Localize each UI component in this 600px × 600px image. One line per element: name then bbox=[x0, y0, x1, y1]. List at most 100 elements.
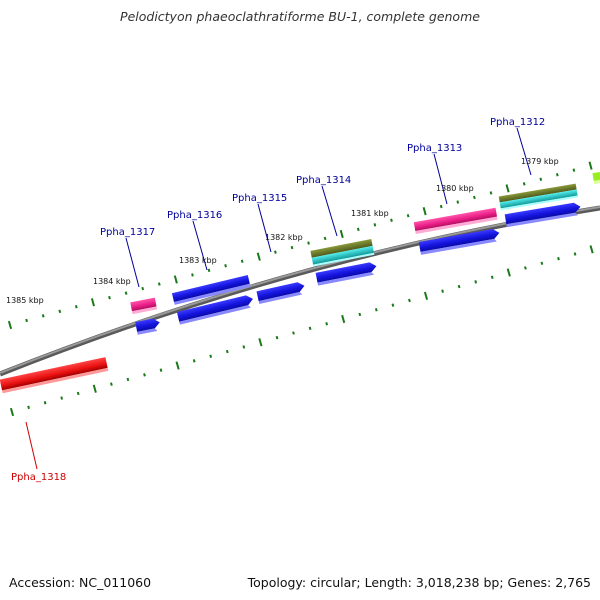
scale-tick bbox=[41, 314, 45, 318]
scale-tick bbox=[225, 349, 229, 354]
scale-tick bbox=[242, 345, 246, 349]
scale-tick bbox=[173, 275, 178, 284]
map-title: Pelodictyon phaeoclathratiforme BU-1, co… bbox=[120, 9, 480, 24]
scale-label: 1379 kbp bbox=[521, 157, 559, 166]
gene-ppha-1317-cds bbox=[135, 318, 160, 335]
scale-label: 1382 kbp bbox=[265, 233, 303, 242]
gene-label-ppha-1317: Ppha_1317 bbox=[100, 227, 155, 238]
scale-tick bbox=[505, 184, 510, 193]
gene-label-ppha-1315: Ppha_1315 bbox=[232, 193, 287, 204]
gene-label-ppha-1312: Ppha_1312 bbox=[490, 117, 545, 128]
scale-tick bbox=[572, 168, 576, 172]
outer-scale-ticks bbox=[7, 161, 593, 330]
scale-tick bbox=[110, 382, 113, 386]
scale-tick bbox=[175, 361, 180, 370]
scale-tick bbox=[390, 218, 393, 222]
scale-tick bbox=[506, 268, 511, 277]
scale-tick bbox=[74, 305, 78, 309]
scale-tick bbox=[441, 289, 444, 293]
scale-tick bbox=[406, 214, 410, 218]
scale-tick bbox=[356, 227, 360, 232]
scale-tick bbox=[456, 200, 460, 204]
scale-tick bbox=[90, 298, 95, 307]
gene-ppha-1318 bbox=[0, 357, 109, 394]
gene-ppha-1317-rna bbox=[130, 297, 158, 315]
scale-tick bbox=[339, 229, 344, 239]
scale-tick bbox=[588, 161, 593, 170]
gene-ppha-1312-cds bbox=[504, 202, 581, 228]
scale-tick bbox=[191, 273, 194, 277]
scale-tick bbox=[341, 314, 346, 324]
scale-tick bbox=[9, 407, 15, 417]
scale-tick bbox=[292, 331, 295, 335]
gene-partial-lime bbox=[592, 171, 600, 185]
accession-text: Accession: NC_011060 bbox=[9, 575, 152, 590]
scale-tick bbox=[391, 303, 395, 307]
scale-label: 1384 kbp bbox=[93, 277, 131, 286]
scale-tick bbox=[258, 338, 263, 347]
scale-label: 1385 kbp bbox=[6, 296, 44, 305]
scale-tick bbox=[474, 280, 478, 284]
scale-tick bbox=[573, 252, 577, 256]
scale-tick bbox=[157, 282, 161, 286]
scale-tick bbox=[589, 245, 594, 254]
scale-label: 1381 kbp bbox=[351, 209, 389, 218]
scale-tick bbox=[207, 268, 211, 273]
scale-tick bbox=[323, 236, 327, 241]
scale-tick bbox=[143, 373, 146, 377]
scale-tick bbox=[308, 326, 312, 331]
scale-tick bbox=[126, 377, 130, 382]
scale-tick bbox=[490, 275, 494, 279]
scale-tick bbox=[307, 241, 310, 245]
gene-label-ppha-1316: Ppha_1316 bbox=[167, 210, 222, 221]
scale-tick bbox=[325, 322, 329, 326]
scale-tick bbox=[124, 291, 128, 295]
scale-tick bbox=[25, 318, 28, 323]
scale-tick bbox=[159, 368, 163, 372]
scale-tick bbox=[224, 264, 227, 268]
scale-tick bbox=[76, 391, 80, 396]
gene-ppha-1315-cds bbox=[256, 282, 305, 305]
gene-ppha-1314-cds bbox=[315, 262, 377, 286]
scale-tick bbox=[256, 252, 261, 261]
scale-tick bbox=[555, 173, 559, 177]
scale-tick bbox=[274, 250, 277, 254]
scale-tick bbox=[209, 354, 213, 358]
gene-label-ppha-1318: Ppha_1318 bbox=[11, 472, 66, 483]
scale-tick bbox=[358, 312, 362, 317]
scale-tick bbox=[423, 291, 429, 300]
scale-tick bbox=[439, 204, 443, 209]
scale-tick bbox=[240, 259, 244, 263]
gene-features bbox=[0, 171, 600, 394]
gene-ppha-1312-rrna bbox=[498, 183, 578, 211]
gene-label-ppha-1313: Ppha_1313 bbox=[407, 143, 462, 154]
scale-label: 1380 kbp bbox=[436, 184, 474, 193]
scale-tick bbox=[422, 207, 427, 216]
scale-tick bbox=[557, 256, 560, 261]
scale-tick bbox=[92, 384, 97, 393]
scale-tick bbox=[27, 405, 30, 410]
scale-label: 1383 kbp bbox=[179, 256, 217, 265]
scale-tick bbox=[58, 309, 62, 314]
scale-tick bbox=[408, 298, 411, 303]
gene-ppha-1314-rrna bbox=[310, 239, 375, 267]
scale-tick bbox=[290, 245, 294, 250]
gene-label-ppha-1314: Ppha_1314 bbox=[296, 175, 351, 186]
gene-ppha-1316-cds bbox=[171, 275, 251, 305]
scale-tick bbox=[522, 182, 526, 186]
scale-tick bbox=[524, 266, 527, 270]
scale-tick bbox=[489, 191, 493, 195]
gene-ppha-1313-rna bbox=[413, 207, 498, 235]
scale-tick bbox=[539, 177, 543, 181]
gene-ppha-1316-cds-2 bbox=[176, 295, 253, 325]
inner-scale-ticks bbox=[9, 245, 594, 417]
scale-tick bbox=[43, 401, 47, 405]
scale-tick bbox=[373, 223, 377, 227]
label-leader-lines bbox=[25, 127, 532, 470]
scale-tick bbox=[374, 308, 378, 312]
scale-tick bbox=[7, 320, 13, 330]
gene-labels: Ppha_1312 Ppha_1313 Ppha_1314 Ppha_1315 … bbox=[11, 117, 545, 483]
scale-tick bbox=[457, 284, 461, 289]
gene-ppha-1313-cds bbox=[418, 228, 500, 255]
